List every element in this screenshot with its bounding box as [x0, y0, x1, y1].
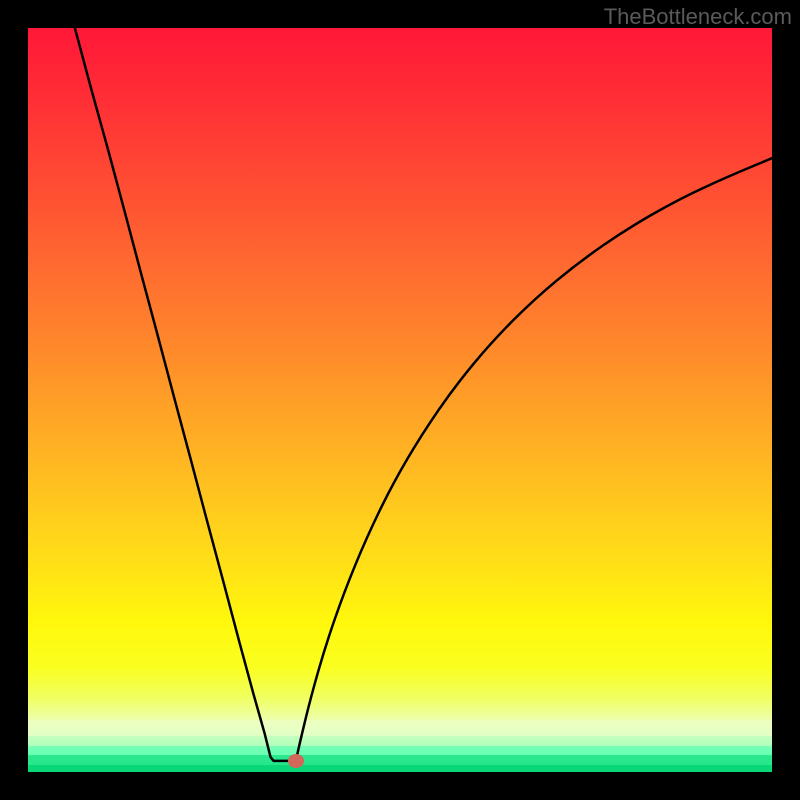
bottleneck-curve: [28, 28, 772, 772]
plot-area: [28, 28, 772, 772]
minimum-marker: [288, 754, 304, 768]
watermark-text: TheBottleneck.com: [604, 4, 792, 30]
